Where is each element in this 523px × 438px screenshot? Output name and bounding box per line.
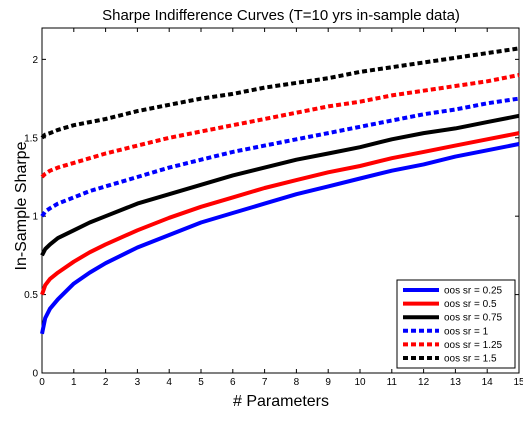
series-line xyxy=(40,131,520,296)
chart-title: Sharpe Indifference Curves (T=10 yrs in-… xyxy=(102,7,460,24)
x-tick-label: 12 xyxy=(418,377,430,388)
series-line xyxy=(40,142,520,335)
series-line xyxy=(40,113,520,257)
y-tick-label: 0 xyxy=(32,369,38,380)
x-tick-label: 8 xyxy=(294,377,300,388)
x-tick-label: 0 xyxy=(39,377,45,388)
x-tick-label: 13 xyxy=(450,377,462,388)
series-line xyxy=(40,73,520,179)
x-tick-label: 14 xyxy=(482,377,494,388)
y-tick-label: 1.5 xyxy=(24,133,38,144)
series-line xyxy=(40,46,520,140)
y-tick-label: 0.5 xyxy=(24,290,38,301)
legend-label: oos sr = 0.25 xyxy=(444,286,503,297)
x-axis-label: # Parameters xyxy=(233,393,329,410)
legend: oos sr = 0.25 oos sr = 0.5 oos sr = 0.75 oo… xyxy=(396,279,516,369)
x-tick-label: 15 xyxy=(513,377,523,388)
series-line xyxy=(40,96,520,218)
legend-label: oos sr = 1.5 xyxy=(444,354,497,365)
legend-label: oos sr = 0.75 xyxy=(444,313,503,324)
x-tick-label: 4 xyxy=(166,377,172,388)
legend-label: oos sr = 1.25 xyxy=(444,340,503,351)
y-tick-label: 2 xyxy=(32,55,38,66)
legend-label: oos sr = 1 xyxy=(444,326,489,337)
x-tick-label: 3 xyxy=(135,377,141,388)
x-tick-label: 6 xyxy=(230,377,236,388)
x-tick-label: 10 xyxy=(354,377,366,388)
x-tick-label: 2 xyxy=(103,377,109,388)
x-tick-label: 1 xyxy=(71,377,77,388)
x-tick-label: 9 xyxy=(325,377,331,388)
y-axis-label: In-Sample Sharpe xyxy=(13,141,30,270)
legend-box xyxy=(396,279,516,369)
x-tick-label: 7 xyxy=(262,377,268,388)
x-tick-label: 5 xyxy=(198,377,204,388)
x-tick-label: 11 xyxy=(387,377,398,388)
legend-label: oos sr = 0.5 xyxy=(444,299,497,310)
y-tick-label: 1 xyxy=(32,212,38,223)
